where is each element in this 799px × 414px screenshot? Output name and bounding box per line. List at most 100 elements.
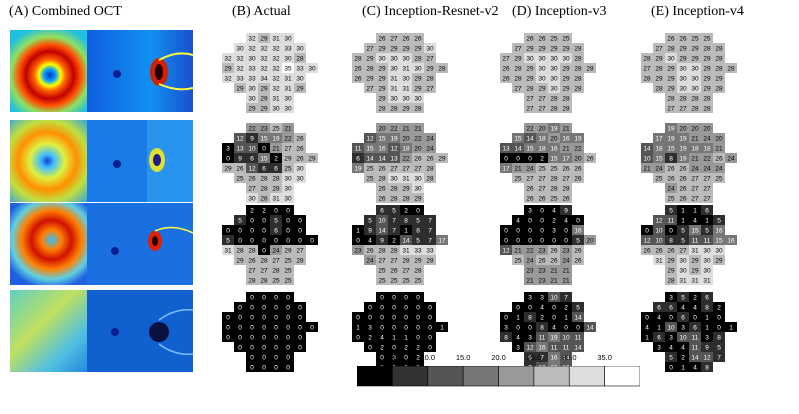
vf-cell-value: 0 [669,365,673,372]
vf-cell [512,63,524,73]
vf-cell-value: 21 [562,146,570,153]
vf-cell [258,352,270,362]
vf-cell [400,255,412,265]
vf-cell [364,342,376,352]
vf-cell-value: 0 [250,365,254,372]
vf-cell-value: 28 [643,56,651,63]
vf-cell-value: 0 [504,156,508,163]
vf-cell-value: 0 [392,325,396,332]
vf-cell [234,83,246,93]
vf-cell-value: 2 [380,345,384,352]
vf-cell [364,53,376,63]
vf-cell-value: 10 [550,295,558,302]
vf-cell-value: 29 [667,258,675,265]
vf-cell-value: 27 [390,258,398,265]
vf-cell [412,352,424,362]
vf-cell-value: 5 [669,208,673,215]
vf-cell-value: 30 [296,176,304,183]
vf-cell [701,255,713,265]
vf-cell [536,205,548,215]
vf-cell-value: 21 [550,268,558,275]
vf-cell [665,255,677,265]
vf-cell-value: 29 [414,46,422,53]
vf-cell [400,123,412,133]
vf-cell-value: 31 [691,248,699,255]
vf-cell [424,43,436,53]
vf-cell [689,362,701,372]
vf-cell-value: 7 [428,228,432,235]
vf-cell-value: 3 [528,335,532,342]
vf-cell-value: 26 [574,258,582,265]
vf-cell [412,312,424,322]
vf-cell-value: 0 [238,345,242,352]
vf-cell [270,205,282,215]
vf-cell-value: 30 [691,86,699,93]
vf-cell-value: 0 [274,325,278,332]
vf-cell [641,73,653,83]
vf-cell-value: 4 [693,305,697,312]
vf-cell [653,133,665,143]
vf-cell [665,235,677,245]
vf-cell-value: 8 [705,365,709,372]
vf-cell-value: 28 [426,166,434,173]
vf-cell-value: 9 [238,156,242,163]
vf-cell-value: 0 [286,238,290,245]
vf-cell [689,163,701,173]
vf-cell-value: 22 [402,156,410,163]
vf-cell [376,292,388,302]
vf-cell-value: 29 [378,46,386,53]
vf-cell-value: 26 [426,156,434,163]
vf-cell [653,63,665,73]
vf-cell-value: 6 [274,166,278,173]
vf-cell [701,43,713,53]
vf-cell [701,312,713,322]
vf-cell-value: 0 [262,295,266,302]
vf-cell [677,265,689,275]
vf-cell [701,133,713,143]
vf-cell-value: 0 [564,238,568,245]
vf-cell [653,302,665,312]
vf-cell [641,63,653,73]
vf-cell [713,225,725,235]
vf-cell-value: 30 [667,56,675,63]
vf-cell [512,312,524,322]
vf-cell-value: 8 [404,218,408,225]
vf-cell-value: 28 [260,278,268,285]
vf-cell-value: 28 [272,186,280,193]
vf-cell [282,245,294,255]
vf-cell [560,53,572,63]
vf-cell-value: 28 [414,56,422,63]
vf-cell [689,215,701,225]
vf-cell [376,103,388,113]
legend-swatch [462,366,499,387]
vf-cell [282,225,294,235]
vf-cell-value: 0 [286,208,290,215]
vf-cell [222,73,234,83]
vf-cell [294,302,306,312]
vf-cell [294,322,306,332]
vf-cell-value: 29 [426,66,434,73]
vf-cell-value: 28 [715,86,723,93]
vf-cell [400,63,412,73]
vf-cell-value: 25 [550,196,558,203]
vf-cell [701,63,713,73]
vf-cell-value: 30 [526,56,534,63]
vf-cell-value: 0 [262,335,266,342]
vf-cell [376,255,388,265]
vf-cell-value: 15 [514,136,522,143]
vf-cell [222,312,234,322]
vf-cell-value: 1 [705,315,709,322]
vf-cell [222,143,234,153]
vf-cell [364,73,376,83]
vf-cell-value: 0 [262,238,266,245]
vf-cell [306,322,318,332]
vf-cell [258,143,270,153]
vf-cell [548,183,560,193]
vf-cell-value: 3 [528,208,532,215]
vf-cell-value: 4 [368,238,372,245]
vf-cell [665,193,677,203]
vf-cell [424,153,436,163]
vf-cell-value: 29 [284,156,292,163]
vf-cell-value: 29 [715,258,723,265]
vf-cell [701,225,713,235]
